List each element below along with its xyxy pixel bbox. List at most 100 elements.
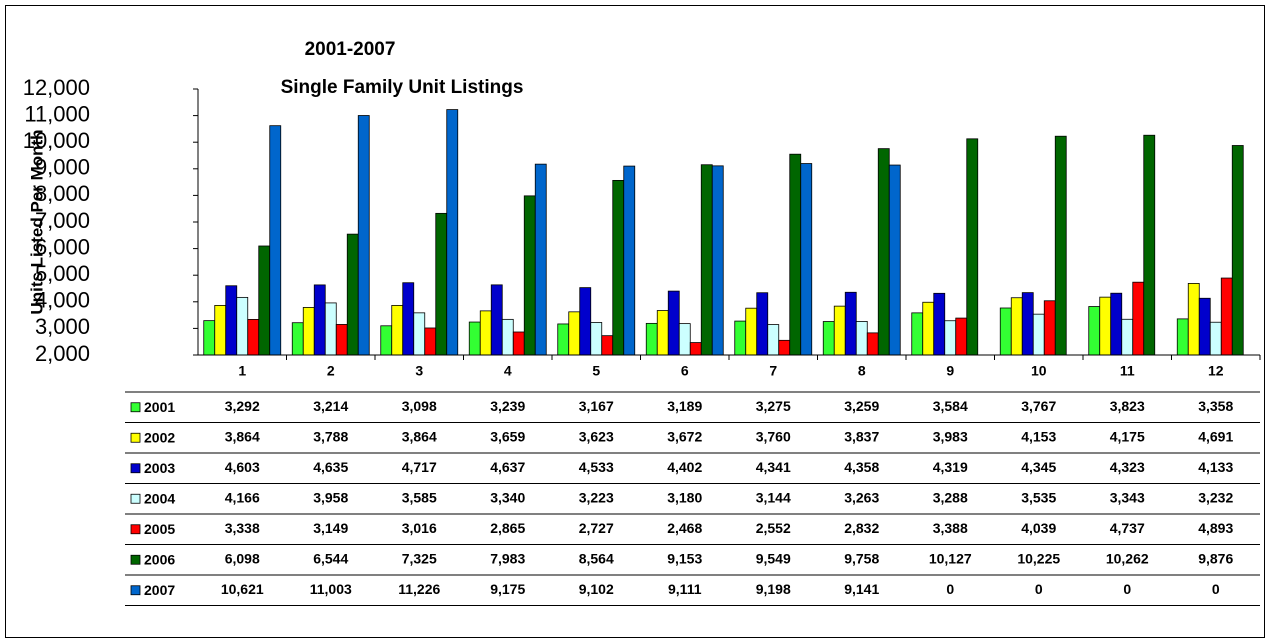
bar	[1187, 283, 1200, 355]
table-value: 3,958	[313, 489, 348, 505]
table-value: 4,133	[1198, 459, 1233, 475]
bar	[756, 292, 769, 355]
bar	[534, 163, 547, 355]
bar	[590, 322, 603, 355]
bar	[789, 153, 802, 355]
bar	[479, 310, 492, 355]
bar	[745, 307, 758, 355]
table-value: 4,345	[1021, 459, 1056, 475]
bar	[656, 310, 669, 355]
table-value: 2,468	[667, 520, 702, 536]
x-tick-label: 5	[592, 363, 600, 379]
bar	[501, 318, 514, 355]
bar	[888, 164, 901, 355]
legend-key	[130, 585, 141, 596]
bar	[678, 323, 691, 355]
table-value: 3,659	[490, 428, 525, 444]
y-tick-label: 12,000	[23, 75, 90, 100]
table-value: 3,098	[402, 398, 437, 414]
y-tick-label: 6,000	[35, 234, 90, 259]
table-value: 7,325	[402, 550, 437, 566]
table-value: 4,039	[1021, 520, 1056, 536]
table-value: 3,223	[579, 489, 614, 505]
bar	[1209, 321, 1222, 355]
table-value: 3,259	[844, 398, 879, 414]
chart-title: 2001-2007	[305, 39, 396, 60]
table-value: 3,358	[1198, 398, 1233, 414]
legend-label: 2006	[144, 551, 175, 567]
y-tick-label: 10,000	[23, 128, 90, 153]
bar	[346, 233, 359, 355]
table-value: 3,180	[667, 489, 702, 505]
table-value: 0	[1212, 581, 1220, 597]
table-value: 4,737	[1110, 520, 1145, 536]
y-tick-label: 2,000	[35, 341, 90, 366]
bar	[1121, 318, 1134, 355]
x-tick-label: 8	[858, 363, 866, 379]
table-value: 4,691	[1198, 428, 1233, 444]
table-value: 3,232	[1198, 489, 1233, 505]
bar	[291, 322, 304, 355]
bar	[778, 339, 791, 355]
table-value: 3,585	[402, 489, 437, 505]
bar	[999, 307, 1012, 355]
y-tick-label: 3,000	[35, 314, 90, 339]
table-value: 3,983	[933, 428, 968, 444]
table-value: 6,098	[225, 550, 260, 566]
table-value: 4,153	[1021, 428, 1056, 444]
bar	[435, 212, 448, 355]
bar	[601, 335, 614, 355]
table-value: 10,262	[1106, 550, 1149, 566]
table-value: 6,544	[313, 550, 348, 566]
bar	[645, 322, 658, 355]
bar	[1231, 145, 1244, 355]
table-value: 3,189	[667, 398, 702, 414]
bar	[579, 287, 592, 355]
y-tick-label: 5,000	[35, 261, 90, 286]
table-value: 3,144	[756, 489, 791, 505]
table-value: 2,832	[844, 520, 879, 536]
table-value: 4,166	[225, 489, 260, 505]
table-value: 3,388	[933, 520, 968, 536]
legend-key	[130, 463, 141, 474]
bar	[866, 332, 879, 355]
table-value: 3,239	[490, 398, 525, 414]
legend-label: 2002	[144, 429, 175, 445]
bar	[612, 179, 625, 355]
table-value: 3,837	[844, 428, 879, 444]
bar	[225, 285, 238, 355]
table-value: 11,003	[310, 581, 352, 597]
bar	[855, 321, 868, 355]
legend-key	[130, 554, 141, 565]
x-tick-label: 6	[681, 363, 689, 379]
y-tick-label: 11,000	[24, 101, 90, 126]
bar	[446, 109, 459, 355]
table-value: 4,323	[1110, 459, 1145, 475]
bar	[313, 284, 326, 355]
bar	[324, 302, 337, 355]
bar	[844, 291, 857, 355]
bar	[568, 311, 581, 355]
bar	[1198, 297, 1211, 355]
table-value: 9,153	[667, 550, 702, 566]
bar	[767, 324, 780, 355]
table-value: 3,623	[579, 428, 614, 444]
table-value: 3,340	[490, 489, 525, 505]
legend-label: 2003	[144, 460, 175, 476]
bar	[800, 163, 813, 355]
table-value: 3,823	[1110, 398, 1145, 414]
bar	[955, 317, 968, 355]
table-value: 4,358	[844, 459, 879, 475]
bar	[877, 148, 890, 355]
bar	[833, 305, 846, 355]
bar	[402, 282, 415, 355]
table-value: 3,864	[402, 428, 437, 444]
y-tick-label: 4,000	[35, 288, 90, 313]
bar	[413, 312, 426, 355]
table-value: 4,603	[225, 459, 260, 475]
table-value: 3,016	[402, 520, 437, 536]
bar	[734, 320, 747, 355]
bar	[1176, 318, 1189, 355]
legend-label: 2004	[144, 490, 175, 506]
table-value: 3,584	[933, 398, 968, 414]
